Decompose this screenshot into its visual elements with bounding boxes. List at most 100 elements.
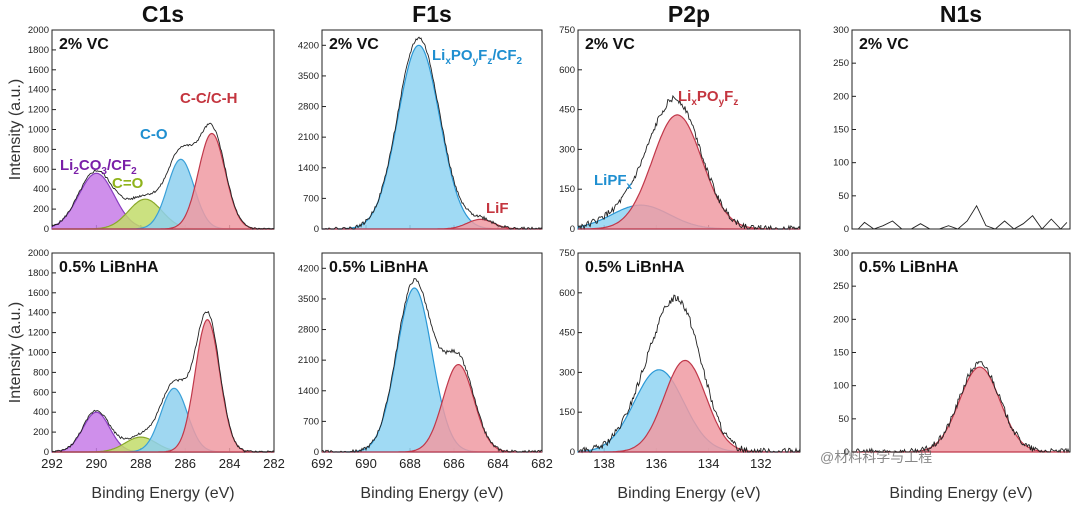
x-tick-label: 692 [311, 456, 333, 471]
condition-label: 2% VC [59, 36, 109, 53]
peak-LiF [322, 218, 542, 230]
y-tick-label: 1600 [28, 288, 49, 299]
y-tick-label: 1400 [298, 163, 319, 174]
peak-label: LiF [486, 200, 509, 217]
y-tick-label: 1400 [28, 85, 49, 96]
panel-P2p-bottom: 0 150 300 450 600 750 138 136 134 132 0.5% LiBnHA B… [559, 248, 801, 502]
x-tick-label: 292 [41, 456, 63, 471]
peak-label: C=O [112, 175, 144, 192]
envelope-line [322, 36, 543, 230]
raw-line [857, 204, 1068, 230]
watermark-text: @材料科学与工程 [820, 449, 932, 465]
x-tick-label: 284 [219, 456, 241, 471]
x-tick-label: 136 [646, 456, 668, 471]
x-tick-label: 290 [86, 456, 108, 471]
peak-LixPOyFz [578, 359, 800, 453]
panel-N1s-top: 0 50 100 150 200 250 300 2% VC N1s [833, 1, 1071, 235]
y-tick-label: 300 [833, 248, 849, 259]
y-tick-label: 250 [833, 281, 849, 292]
envelope-line [852, 361, 1070, 454]
y-axis-label: Intensity (a.u.) [7, 302, 24, 403]
panel-F1s-bottom: 0 700 1400 2100 2800 3500 4200 692 690 688 686 684 6… [298, 252, 553, 502]
y-tick-label: 150 [559, 184, 575, 195]
y-tick-label: 1000 [28, 125, 49, 136]
y-tick-label: 0 [44, 447, 49, 458]
condition-label: 0.5% LiBnHA [329, 259, 429, 276]
y-tick-label: 3500 [298, 294, 319, 305]
y-tick-label: 1400 [28, 308, 49, 319]
y-tick-label: 700 [303, 416, 319, 427]
x-axis-label: Binding Energy (eV) [360, 485, 503, 502]
x-tick-label: 690 [355, 456, 377, 471]
y-tick-label: 50 [838, 414, 849, 425]
y-tick-label: 0 [44, 224, 49, 235]
x-tick-label: 134 [698, 456, 720, 471]
envelope-line [577, 294, 801, 454]
y-tick-label: 450 [559, 105, 575, 116]
peak-label: LixPOyFz/CF2 [432, 47, 523, 67]
y-tick-label: 800 [33, 367, 49, 378]
envelope-line [51, 310, 275, 453]
condition-label: 0.5% LiBnHA [859, 259, 959, 276]
y-tick-label: 150 [833, 348, 849, 359]
y-tick-label: 750 [559, 248, 575, 259]
y-tick-label: 0 [314, 224, 319, 235]
x-tick-label: 282 [263, 456, 285, 471]
y-tick-label: 2100 [298, 132, 319, 143]
y-tick-label: 2100 [298, 355, 319, 366]
y-tick-label: 1800 [28, 45, 49, 56]
peak-label: C-O [140, 126, 168, 143]
y-tick-label: 1600 [28, 65, 49, 76]
x-axis-label: Binding Energy (eV) [889, 485, 1032, 502]
condition-label: 2% VC [859, 36, 909, 53]
y-tick-label: 200 [833, 314, 849, 325]
panel-C1s-bottom: 0 200 400 600 800 1000 1200 1400 1600 1800 2000 292… [7, 248, 285, 502]
x-tick-label: 132 [750, 456, 772, 471]
y-tick-label: 150 [559, 407, 575, 418]
y-tick-label: 150 [833, 125, 849, 136]
x-tick-label: 682 [531, 456, 553, 471]
y-tick-label: 300 [559, 144, 575, 155]
y-tick-label: 1000 [28, 348, 49, 359]
peak-label: LixPOyFz [678, 88, 738, 108]
x-tick-label: 138 [593, 456, 615, 471]
y-tick-label: 800 [33, 144, 49, 155]
condition-label: 2% VC [329, 36, 379, 53]
y-tick-label: 250 [833, 58, 849, 69]
y-tick-label: 50 [838, 191, 849, 202]
y-tick-label: 400 [33, 184, 49, 195]
y-tick-label: 2800 [298, 102, 319, 113]
y-tick-label: 300 [833, 25, 849, 36]
x-tick-label: 684 [487, 456, 509, 471]
peak-N [852, 366, 1070, 453]
envelope-line [51, 122, 275, 230]
y-tick-label: 1200 [28, 105, 49, 116]
panel-C1s-top: 0 200 400 600 800 1000 1200 1400 1600 1800 2000 2% … [7, 1, 275, 235]
envelope-line [321, 278, 543, 453]
y-tick-label: 3500 [298, 71, 319, 82]
x-tick-label: 286 [174, 456, 196, 471]
panel-title: P2p [668, 1, 710, 27]
y-tick-label: 600 [559, 288, 575, 299]
y-tick-label: 200 [33, 204, 49, 215]
y-tick-label: 2000 [28, 248, 49, 259]
y-tick-label: 450 [559, 328, 575, 339]
peak-LixPOyFz/CF2 [322, 287, 542, 453]
condition-label: 2% VC [585, 36, 635, 53]
panel-title: C1s [142, 1, 184, 27]
x-axis-label: Binding Energy (eV) [617, 485, 760, 502]
y-tick-label: 200 [833, 91, 849, 102]
plot-frame [851, 29, 1071, 230]
y-tick-label: 1400 [298, 386, 319, 397]
y-tick-label: 300 [559, 367, 575, 378]
x-tick-label: 288 [130, 456, 152, 471]
y-tick-label: 2000 [28, 25, 49, 36]
peak-label: C-C/C-H [180, 90, 238, 107]
y-tick-label: 1800 [28, 268, 49, 279]
peak-label: LiPFx [594, 172, 633, 192]
y-tick-label: 100 [833, 158, 849, 169]
y-tick-label: 700 [303, 193, 319, 204]
envelope-line [577, 94, 801, 231]
y-tick-label: 0 [314, 447, 319, 458]
